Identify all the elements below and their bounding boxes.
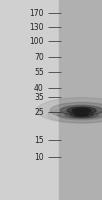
Ellipse shape — [74, 114, 89, 116]
Ellipse shape — [77, 114, 86, 116]
Bar — [0, 0, 59, 200]
Ellipse shape — [48, 107, 102, 123]
Text: 130: 130 — [29, 22, 44, 31]
Ellipse shape — [50, 102, 102, 118]
Ellipse shape — [72, 108, 91, 113]
Text: 15: 15 — [34, 136, 44, 145]
Ellipse shape — [57, 110, 102, 120]
Ellipse shape — [37, 98, 102, 123]
Text: 40: 40 — [34, 84, 44, 93]
Bar — [59, 0, 102, 200]
Text: 25: 25 — [34, 108, 44, 117]
Ellipse shape — [70, 113, 93, 117]
Text: 55: 55 — [34, 68, 44, 77]
Ellipse shape — [67, 107, 96, 114]
Ellipse shape — [60, 105, 102, 116]
Text: 70: 70 — [34, 52, 44, 62]
Text: 100: 100 — [29, 36, 44, 46]
Text: 170: 170 — [29, 8, 44, 18]
Ellipse shape — [65, 112, 98, 118]
Ellipse shape — [75, 109, 88, 112]
Text: 35: 35 — [34, 93, 44, 102]
Text: 10: 10 — [34, 152, 44, 162]
